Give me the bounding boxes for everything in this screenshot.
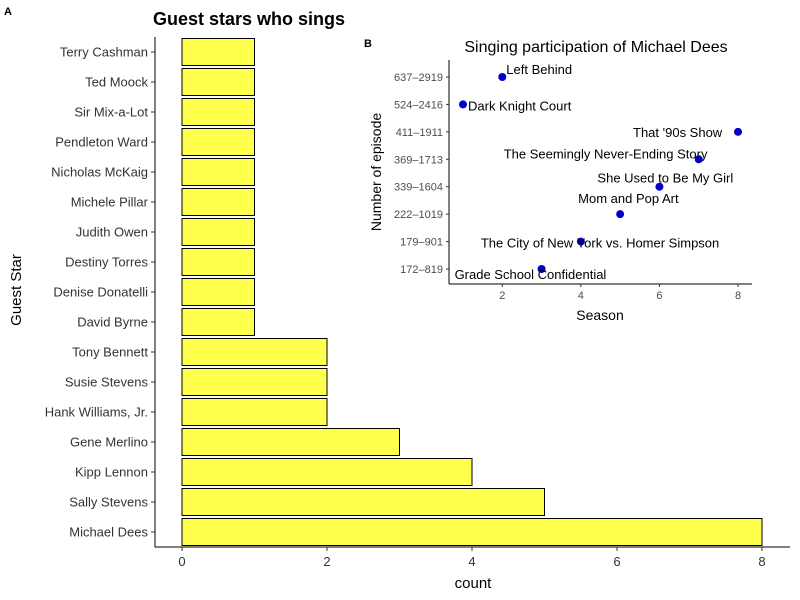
scatter-point-label: That '90s Show: [633, 125, 723, 140]
scatter-point-label: The City of New York vs. Homer Simpson: [481, 236, 719, 251]
scatter-point-label: She Used to Be My Girl: [597, 171, 733, 186]
scatter-y-tick-label: 172–819: [400, 264, 443, 276]
scatter-point: [537, 265, 546, 273]
bar-x-tick-label: 0: [178, 554, 185, 569]
bar-chart-xlabel: count: [455, 575, 493, 592]
scatter-y-tick-label: 339–1604: [394, 182, 443, 194]
scatter-point: [498, 73, 507, 81]
bar: [181, 188, 255, 216]
bar: [181, 518, 763, 546]
bar-chart-title: Guest stars who sings: [153, 9, 345, 29]
bar: [181, 428, 400, 456]
bar: [181, 158, 255, 186]
bar-y-tick-label: Ted Moock: [85, 75, 148, 90]
panel-b-tag: B: [364, 38, 372, 50]
bar: [181, 368, 328, 396]
inset-background: [360, 32, 800, 324]
scatter-point-label: Dark Knight Court: [468, 98, 572, 113]
bar-y-tick-label: Michael Dees: [69, 525, 148, 540]
scatter-x-tick-label: 2: [499, 290, 505, 302]
bar-y-tick-label: Gene Merlino: [70, 435, 148, 450]
bar-chart-ylabel: Guest Star: [8, 254, 25, 326]
scatter-inset: B Singing participation of Michael Dees …: [360, 32, 800, 324]
scatter-y-tick-label: 524–2416: [394, 99, 443, 111]
bar-y-tick-label: Sir Mix-a-Lot: [74, 105, 148, 120]
scatter-chart-ylabel: Number of episode: [368, 113, 384, 232]
bar-y-tick-label: Michele Pillar: [71, 195, 149, 210]
scatter-x-tick-label: 6: [656, 290, 662, 302]
bar: [181, 98, 255, 126]
bar: [181, 248, 255, 276]
scatter-point: [694, 155, 703, 164]
scatter-y-tick-label: 369–1713: [394, 154, 443, 166]
bar: [181, 218, 255, 246]
bar-y-tick-label: Kipp Lennon: [75, 465, 148, 480]
bar-y-tick-label: Terry Cashman: [60, 45, 148, 60]
bar: [181, 308, 255, 336]
scatter-point: [655, 182, 664, 191]
scatter-x-tick-label: 4: [578, 290, 584, 302]
scatter-y-tick-label: 637–2919: [394, 72, 443, 84]
bar: [181, 338, 328, 366]
bar: [181, 128, 255, 156]
scatter-point: [576, 237, 585, 246]
scatter-point: [734, 127, 742, 136]
bar-y-tick-label: Hank Williams, Jr.: [45, 405, 148, 420]
bar: [181, 68, 255, 96]
bar-x-tick-label: 6: [613, 554, 620, 569]
bar: [181, 458, 473, 486]
bar-x-tick-label: 2: [323, 554, 330, 569]
bar-y-tick-label: Nicholas McKaig: [51, 165, 148, 180]
bar-y-tick-label: Pendleton Ward: [55, 135, 148, 150]
bar: [181, 488, 545, 516]
scatter-y-tick-label: 411–1911: [396, 127, 443, 139]
bar-y-tick-label: David Byrne: [77, 315, 148, 330]
scatter-point: [616, 210, 625, 219]
bar-y-tick-label: Susie Stevens: [65, 375, 149, 390]
bar-x-tick-label: 8: [758, 554, 765, 569]
scatter-y-tick-label: 222–1019: [394, 209, 443, 221]
scatter-chart-title: Singing participation of Michael Dees: [464, 39, 727, 56]
scatter-point-label: Left Behind: [506, 62, 572, 77]
bar-y-tick-label: Judith Owen: [76, 225, 148, 240]
scatter-point-label: The Seemingly Never-Ending Story: [504, 146, 708, 161]
panel-a-tag: A: [4, 6, 12, 18]
bar-x-tick-label: 4: [468, 554, 475, 569]
scatter-y-tick-label: 179–901: [400, 237, 443, 249]
bar-y-tick-label: Denise Donatelli: [53, 285, 148, 300]
bar-y-tick-label: Tony Bennett: [72, 345, 148, 360]
bar-chart-plot: Terry Cashman Ted Moock Sir Mix-a-Lot Pendl…: [45, 37, 790, 569]
scatter-point-label: Mom and Pop Art: [578, 191, 679, 206]
scatter-point: [459, 100, 467, 109]
bar: [181, 38, 255, 66]
bar: [181, 278, 255, 306]
bar: [181, 398, 328, 426]
bar-y-tick-label: Destiny Torres: [65, 255, 148, 270]
scatter-chart-xlabel: Season: [576, 307, 623, 323]
scatter-point-label: Grade School Confidential: [455, 267, 607, 282]
scatter-x-tick-label: 8: [735, 290, 741, 302]
bar-y-tick-label: Sally Stevens: [69, 495, 148, 510]
